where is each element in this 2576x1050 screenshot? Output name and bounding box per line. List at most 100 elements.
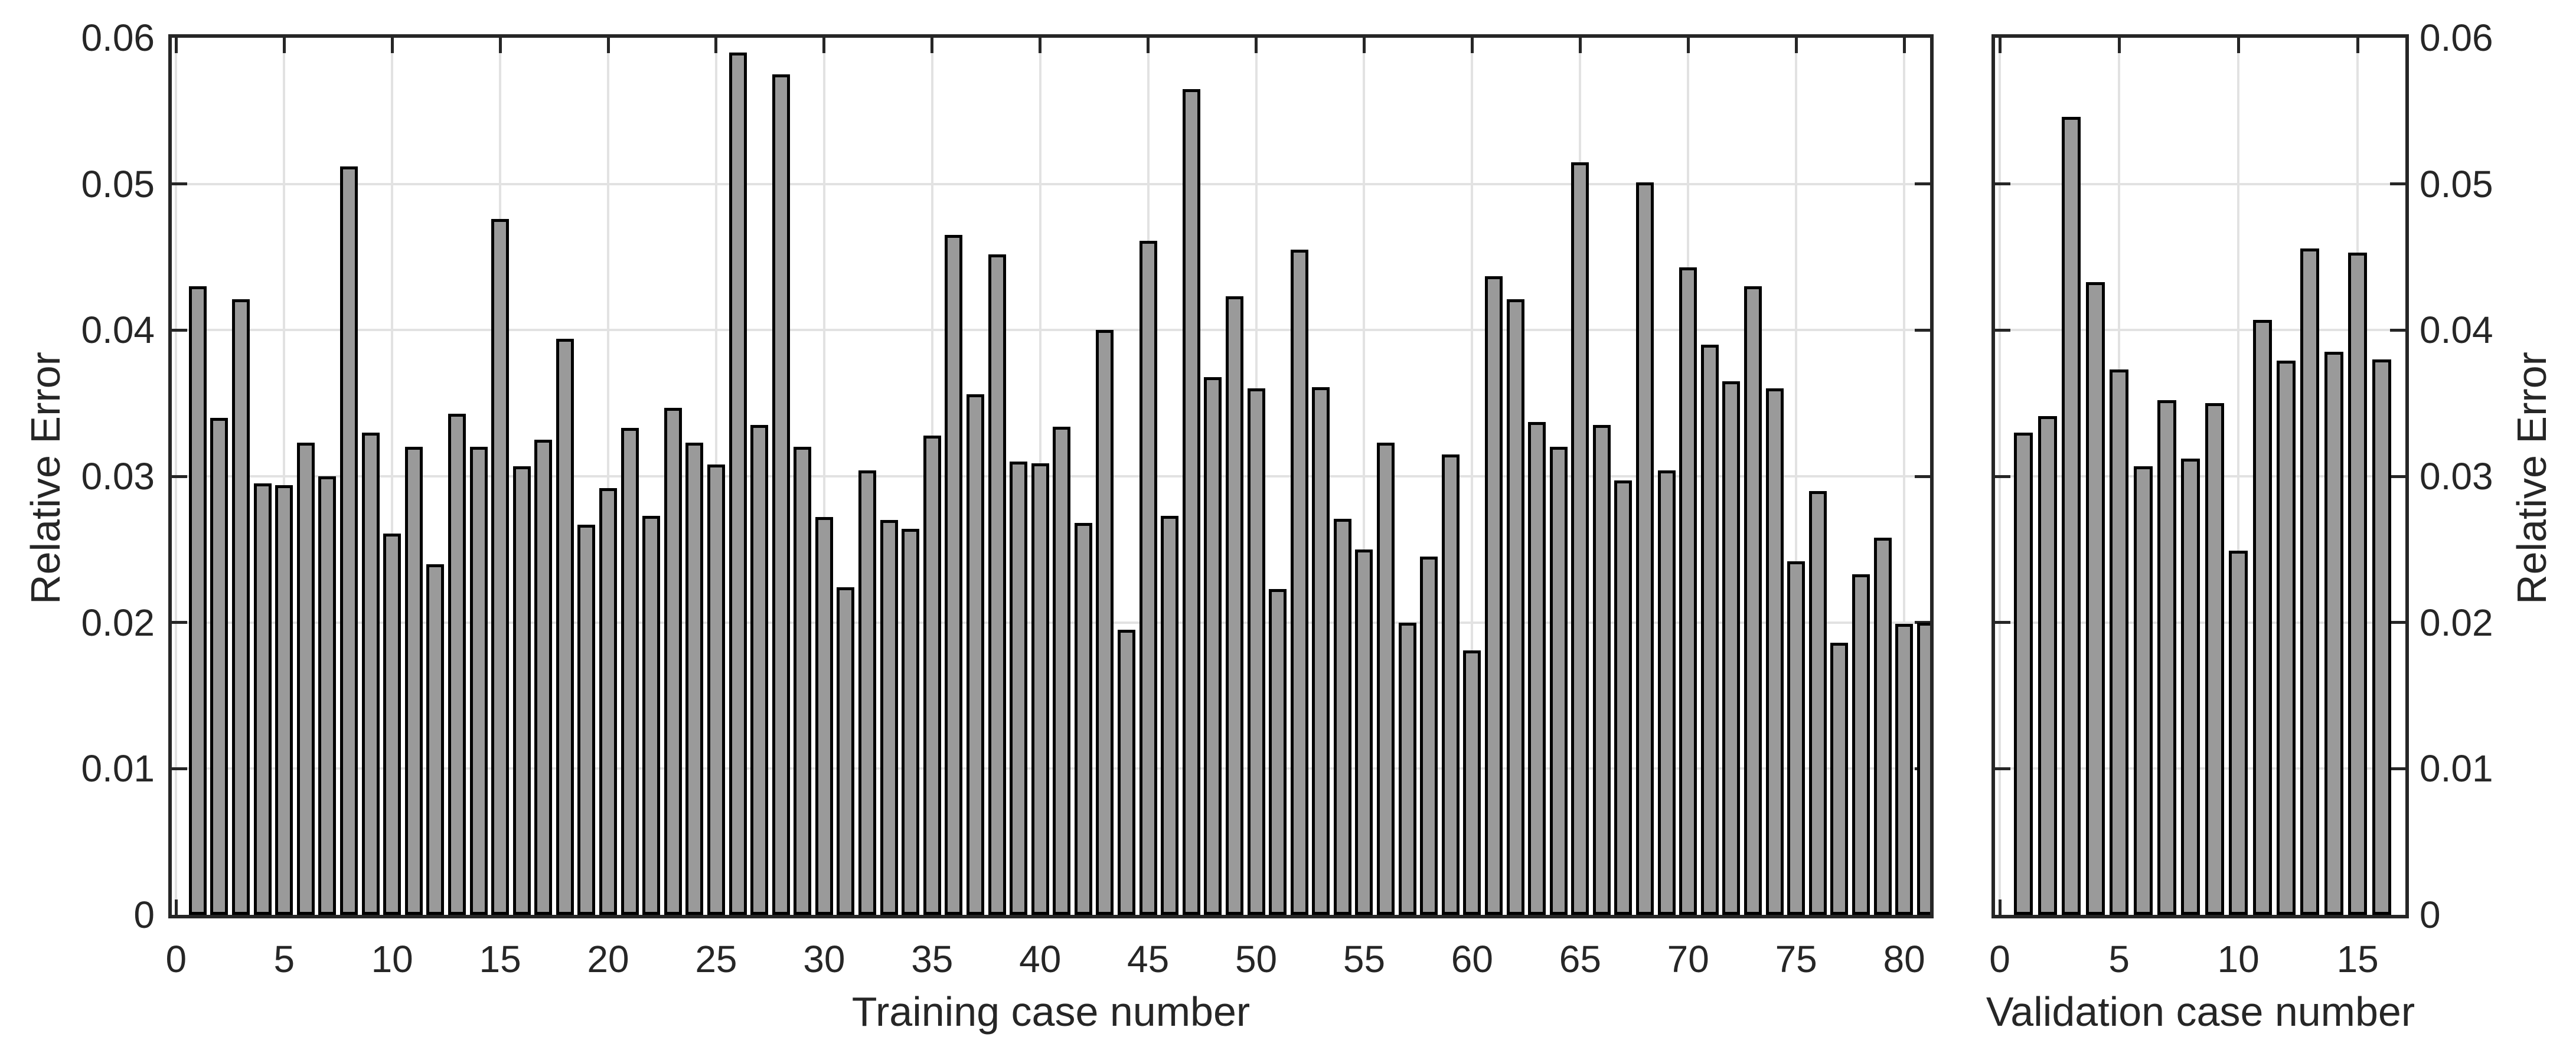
x-tick-label: 10	[371, 938, 413, 980]
y-gridline	[1995, 182, 2405, 185]
validation-bar	[2038, 416, 2057, 915]
x-tick-mark	[1362, 38, 1366, 53]
training-bar	[1636, 182, 1654, 915]
y-gridline	[172, 329, 1930, 332]
training-bar	[296, 443, 315, 915]
validation-plot	[1991, 34, 2409, 918]
training-bar	[188, 286, 207, 915]
x-tick-mark	[1578, 38, 1582, 53]
training-bar	[1333, 518, 1351, 915]
y-tick-mark	[1915, 328, 1930, 332]
y-tick-label: 0	[133, 894, 155, 936]
y-gridline	[172, 767, 1930, 770]
training-bar	[1312, 387, 1330, 915]
x-tick-mark	[174, 899, 178, 915]
x-tick-mark	[1998, 38, 2002, 53]
training-bar	[1182, 89, 1200, 915]
training-bar	[1074, 523, 1092, 915]
training-bar	[1204, 377, 1222, 915]
y-tick-label: 0.02	[2420, 601, 2493, 644]
y-gridline	[1995, 621, 2405, 624]
training-bar	[1355, 549, 1373, 915]
training-bar	[945, 235, 963, 915]
y-tick-label: 0.06	[2420, 17, 2493, 59]
x-tick-label: 35	[911, 938, 954, 980]
x-tick-mark	[714, 38, 718, 53]
training-xaxis-title: Training case number	[851, 989, 1251, 1035]
training-bar	[642, 515, 661, 915]
training-bar	[339, 166, 358, 915]
training-bar	[772, 74, 790, 915]
training-bar	[1549, 447, 1568, 915]
training-bar	[404, 447, 423, 915]
y-tick-label: 0.01	[2420, 747, 2493, 790]
y-gridline	[172, 182, 1930, 185]
x-tick-mark	[1039, 38, 1042, 53]
x-tick-label: 55	[1343, 938, 1386, 980]
y-gridline	[1995, 475, 2405, 477]
y-tick-mark	[2390, 328, 2405, 332]
y-tick-label: 0.03	[2420, 455, 2493, 498]
training-bar	[1787, 561, 1806, 915]
validation-bar	[2181, 459, 2200, 915]
y-tick-mark	[1915, 475, 1930, 478]
x-tick-mark	[1902, 38, 1906, 53]
x-tick-mark	[174, 38, 178, 53]
x-tick-label: 50	[1235, 938, 1278, 980]
training-bar	[232, 299, 250, 915]
x-tick-label: 45	[1127, 938, 1170, 980]
y-tick-mark	[1995, 621, 2010, 624]
x-tick-mark	[2117, 38, 2121, 53]
x-tick-label: 20	[587, 938, 629, 980]
training-bar	[1225, 296, 1243, 915]
x-tick-label: 0	[165, 938, 187, 980]
y-gridline	[1995, 767, 2405, 770]
validation-bar	[2014, 432, 2033, 915]
x-tick-mark	[2356, 38, 2359, 53]
y-tick-mark	[2390, 767, 2405, 770]
x-tick-label: 70	[1667, 938, 1709, 980]
validation-bar	[2324, 352, 2343, 915]
validation-bar	[2229, 551, 2248, 915]
x-tick-label: 30	[803, 938, 845, 980]
training-bar	[1895, 624, 1914, 915]
training-bar	[318, 476, 337, 915]
training-bar	[1139, 241, 1157, 915]
training-bar	[491, 219, 510, 915]
training-bar	[858, 470, 877, 915]
y-tick-mark	[172, 475, 187, 478]
x-tick-mark	[1470, 38, 1474, 53]
training-bar	[1506, 299, 1524, 915]
training-bar	[1441, 454, 1460, 915]
training-bar	[1528, 422, 1546, 915]
training-bar	[1161, 515, 1179, 915]
validation-bar	[2372, 359, 2391, 915]
training-bar	[1830, 643, 1849, 915]
training-bar	[1614, 480, 1633, 915]
validation-bar	[2252, 319, 2272, 915]
y-tick-label: 0	[2420, 894, 2441, 936]
y-gridline	[172, 621, 1930, 624]
training-bar	[1377, 443, 1395, 915]
training-bar	[837, 587, 855, 915]
y-tick-label: 0.04	[81, 309, 155, 352]
training-bar	[383, 533, 401, 915]
y-tick-label: 0.01	[81, 747, 155, 790]
x-tick-mark	[2237, 38, 2240, 53]
x-tick-label: 65	[1559, 938, 1601, 980]
training-bar	[1484, 276, 1503, 915]
validation-bar	[2110, 369, 2129, 915]
training-bar	[210, 417, 228, 915]
y-tick-mark	[172, 621, 187, 624]
training-bar	[1571, 162, 1589, 915]
training-bar	[1873, 538, 1892, 915]
x-tick-label: 0	[1989, 938, 2010, 980]
training-bar	[253, 483, 272, 915]
y-tick-mark	[1995, 767, 2010, 770]
training-bar	[707, 465, 725, 915]
validation-bar	[2300, 248, 2320, 915]
x-tick-mark	[1147, 38, 1150, 53]
training-bar	[1420, 557, 1438, 915]
validation-bar	[2205, 403, 2224, 915]
validation-bar	[2348, 253, 2368, 915]
